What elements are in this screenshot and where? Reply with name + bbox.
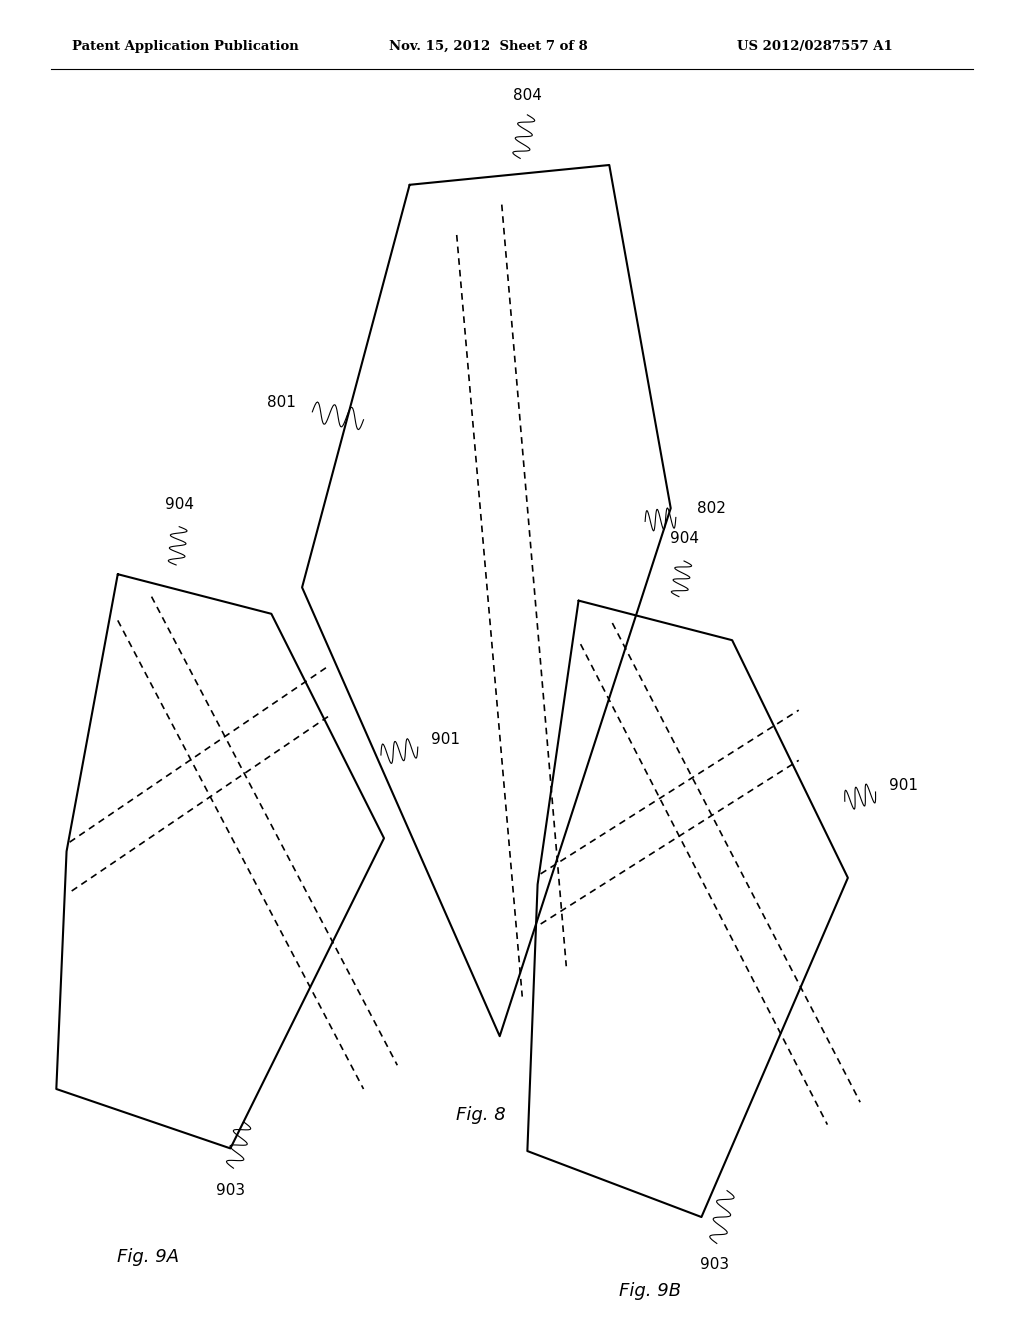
Text: Fig. 8: Fig. 8 — [457, 1106, 506, 1125]
Text: Patent Application Publication: Patent Application Publication — [72, 40, 298, 53]
Text: 904: 904 — [670, 531, 698, 546]
Text: 904: 904 — [165, 496, 194, 512]
Text: 802: 802 — [697, 500, 726, 516]
Text: 801: 801 — [267, 395, 296, 411]
Text: US 2012/0287557 A1: US 2012/0287557 A1 — [737, 40, 893, 53]
Text: Nov. 15, 2012  Sheet 7 of 8: Nov. 15, 2012 Sheet 7 of 8 — [389, 40, 588, 53]
Text: 903: 903 — [216, 1183, 245, 1199]
Text: Fig. 9B: Fig. 9B — [620, 1282, 681, 1300]
Text: 903: 903 — [700, 1257, 729, 1272]
Text: 901: 901 — [889, 777, 918, 793]
Text: 804: 804 — [513, 87, 542, 103]
Text: 901: 901 — [431, 731, 460, 747]
Text: Fig. 9A: Fig. 9A — [118, 1247, 179, 1266]
